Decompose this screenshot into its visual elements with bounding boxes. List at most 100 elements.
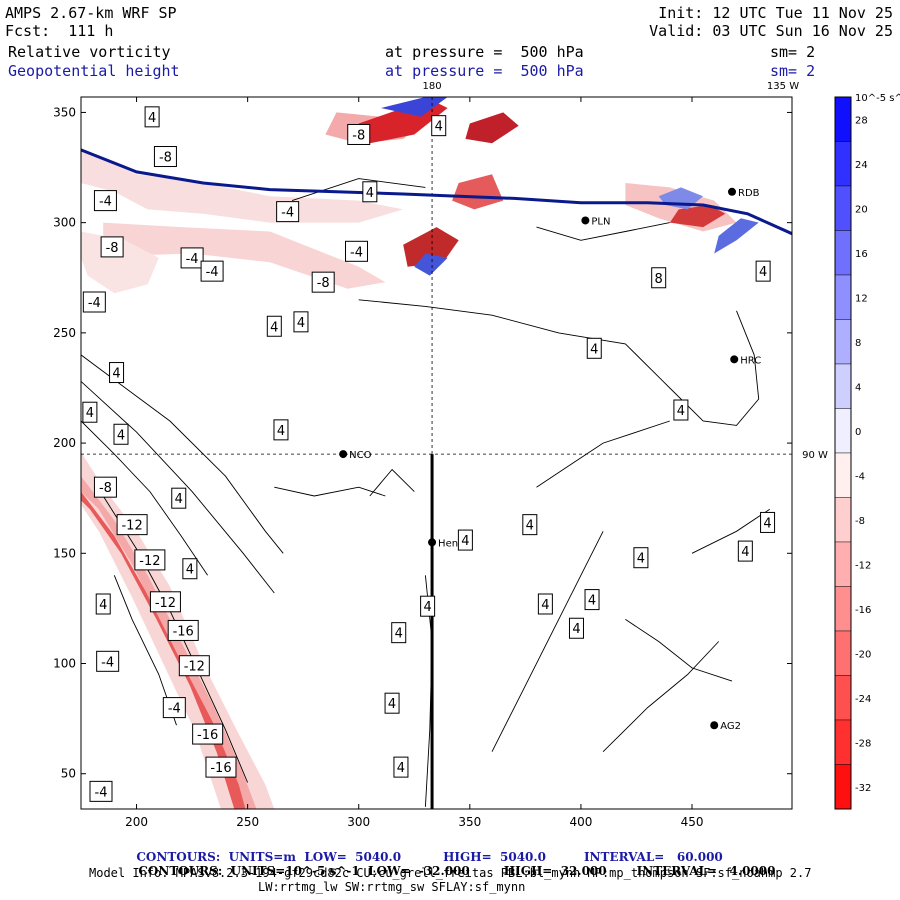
contour-label: -4 bbox=[89, 780, 113, 802]
colorbar-level-label: 8 bbox=[855, 338, 861, 349]
footer-height-label: CONTOURS: UNITS=m LOW= 5040.0 bbox=[136, 850, 402, 864]
contour-label: 4 bbox=[391, 622, 407, 644]
contour-label: 4 bbox=[109, 362, 125, 384]
colorbar-level-label: 16 bbox=[855, 249, 868, 260]
colorbar-level-label: 0 bbox=[855, 427, 861, 438]
svg-text:-8: -8 bbox=[99, 481, 112, 496]
svg-text:4: 4 bbox=[397, 761, 405, 776]
contour-line bbox=[536, 222, 670, 241]
shading-mid-red-2 bbox=[403, 227, 459, 267]
station-marker bbox=[710, 721, 719, 730]
contour-line bbox=[81, 420, 208, 576]
svg-text:4: 4 bbox=[117, 428, 125, 443]
contour-label: -8 bbox=[311, 271, 335, 293]
contour-label: -8 bbox=[347, 123, 371, 145]
shading-upper-negative bbox=[81, 149, 404, 223]
station-label: Henry bbox=[438, 538, 468, 549]
contour-label: 4 bbox=[755, 260, 771, 282]
colorbar-swatch bbox=[834, 452, 852, 498]
contour-label: -8 bbox=[100, 236, 124, 258]
colorbar-level-label: 28 bbox=[855, 115, 868, 126]
height-contour-5040 bbox=[81, 148, 792, 236]
station-label: PLN bbox=[591, 216, 610, 227]
contour-label: 4 bbox=[457, 529, 473, 551]
contour-label: 4 bbox=[266, 315, 282, 337]
x-tick-label: 350 bbox=[458, 815, 481, 829]
contour-label: -4 bbox=[345, 240, 369, 262]
contour-label: 4 bbox=[273, 419, 289, 441]
x-tick-label: 250 bbox=[236, 815, 259, 829]
svg-text:4: 4 bbox=[423, 600, 431, 615]
svg-text:-4: -4 bbox=[168, 702, 181, 717]
contour-label: -4 bbox=[200, 260, 224, 282]
station-marker bbox=[728, 187, 737, 196]
plot-area: NCO Henry HRC AG2 RDB PLN 4 -8 -8 4 -4 -4 4 -8 -4 -4 -4… bbox=[52, 97, 792, 809]
contour-line bbox=[491, 531, 604, 752]
colorbar-level-label: 12 bbox=[855, 293, 868, 304]
colorbar-swatch bbox=[834, 96, 852, 142]
svg-text:-8: -8 bbox=[352, 128, 365, 143]
contour-label: 4 bbox=[144, 106, 160, 128]
x-tick-label: 200 bbox=[125, 815, 148, 829]
svg-text:4: 4 bbox=[763, 516, 771, 531]
contour-line bbox=[291, 178, 426, 202]
svg-text:-4: -4 bbox=[206, 265, 219, 280]
footer-height-interval: INTERVAL= 60.000 bbox=[583, 850, 723, 864]
svg-text:4: 4 bbox=[366, 186, 374, 201]
field2-name: Geopotential height bbox=[8, 62, 180, 80]
contour-line bbox=[625, 619, 733, 682]
svg-text:4: 4 bbox=[590, 342, 598, 357]
contour-label: -16 bbox=[192, 723, 224, 745]
svg-text:-4: -4 bbox=[186, 252, 199, 267]
colorbar-level-label: -28 bbox=[855, 738, 871, 749]
colorbar-swatch bbox=[834, 497, 852, 543]
colorbar-swatch bbox=[834, 630, 852, 676]
shading-mid-red bbox=[452, 174, 504, 210]
contour-label: 4 bbox=[568, 617, 584, 639]
svg-text:4: 4 bbox=[637, 552, 645, 567]
station-label: AG2 bbox=[720, 721, 741, 732]
footer-vort-contours: CONTOURS: UNITS=10^-5 s^-1 LOW= -32.000 H… bbox=[130, 852, 775, 878]
station-marker bbox=[428, 538, 437, 547]
contour-label: 4 bbox=[95, 593, 111, 615]
forecast-hour: Fcst: 111 h bbox=[5, 22, 114, 40]
contour-label: 8 bbox=[651, 267, 667, 289]
svg-text:-8: -8 bbox=[317, 276, 330, 291]
shading-mid-blue bbox=[414, 253, 448, 276]
contour-label: -4 bbox=[93, 190, 117, 212]
svg-text:-12: -12 bbox=[139, 554, 160, 569]
svg-text:4: 4 bbox=[388, 697, 396, 712]
y-tick-label: 200 bbox=[53, 436, 76, 450]
colorbar-level-label: 4 bbox=[855, 382, 861, 393]
colorbar-swatch bbox=[834, 586, 852, 632]
svg-text:4: 4 bbox=[759, 265, 767, 280]
svg-text:-8: -8 bbox=[159, 151, 172, 166]
field1-name: Relative vorticity bbox=[8, 43, 171, 61]
svg-text:-12: -12 bbox=[155, 596, 176, 611]
svg-text:-4: -4 bbox=[350, 245, 363, 260]
colorbar-swatch bbox=[834, 675, 852, 721]
svg-text:4: 4 bbox=[741, 545, 749, 560]
shading-strong-blue bbox=[381, 97, 448, 117]
contour-label: 4 bbox=[52, 259, 66, 279]
svg-text:-4: -4 bbox=[99, 195, 112, 210]
colorbar-level-label: -12 bbox=[855, 560, 871, 571]
footer-model-info: Model Info: MPASv8.2.3-194-gf29cd82c CU:… bbox=[89, 866, 812, 880]
field1-level: at pressure = 500 hPa bbox=[385, 43, 584, 61]
shading-east-blue bbox=[714, 218, 759, 254]
contour-label: 4 bbox=[82, 401, 98, 423]
contour-label: 4 bbox=[171, 487, 187, 509]
contour-label: -4 bbox=[180, 247, 204, 269]
svg-text:-4: -4 bbox=[281, 206, 294, 221]
meridian-180-label: 180 bbox=[423, 81, 442, 92]
colorbar-level-label: -32 bbox=[855, 783, 871, 794]
colorbar-swatch bbox=[834, 319, 852, 365]
station-label: HRC bbox=[740, 355, 761, 366]
y-tick-label: 300 bbox=[53, 216, 76, 230]
shading-strong-red-2 bbox=[465, 112, 519, 144]
plot-frame bbox=[80, 96, 793, 810]
contour-label: 4 bbox=[420, 595, 436, 617]
shading-upper-negative-3 bbox=[81, 231, 159, 294]
svg-text:-16: -16 bbox=[210, 761, 231, 776]
contour-line bbox=[102, 495, 249, 783]
